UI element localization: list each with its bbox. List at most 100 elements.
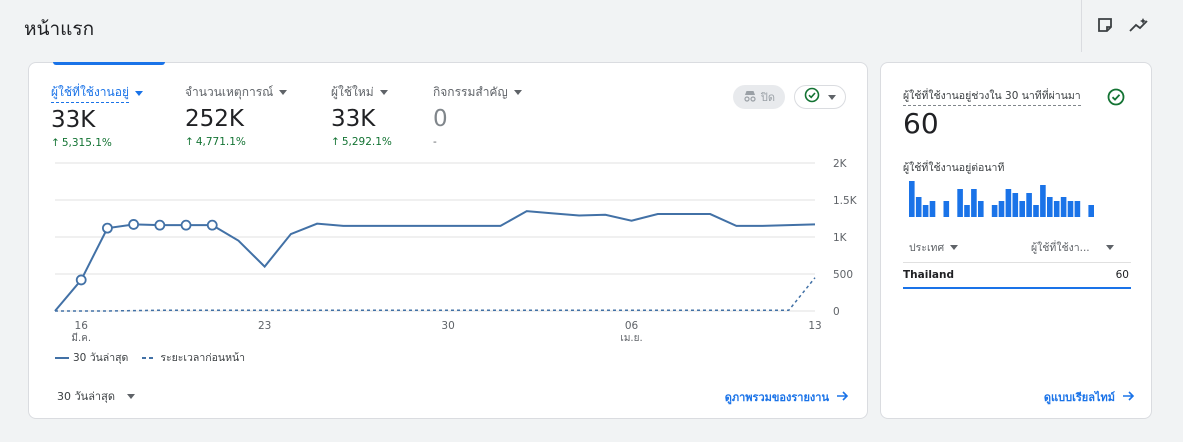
metric-change: 5,292.1% [341, 136, 392, 148]
arrow-right-icon [837, 390, 849, 404]
divider [903, 262, 1131, 263]
legend-item: 30 วันล่าสุด [55, 349, 128, 366]
comparison-off-chip[interactable]: ปิด [733, 85, 785, 109]
top-bar: หน้าแรก [0, 0, 1183, 52]
page-title: หน้าแรก [24, 18, 95, 40]
metric-value: 33K [51, 107, 96, 133]
metric-change: 4,771.1% [195, 136, 246, 148]
check-circle-icon [804, 87, 820, 107]
minute-bar [1060, 197, 1067, 217]
minute-bar [957, 189, 963, 217]
metric-label: ผู้ใช้ที่ใช้งานอยู่ [51, 83, 129, 103]
column-header-country[interactable]: ประเทศ [909, 239, 959, 256]
view-realtime-link[interactable]: ดูแบบเรียลไทม์ [1044, 388, 1135, 406]
metric-label: กิจกรรมสำคัญ [433, 85, 508, 99]
data-point [180, 219, 192, 231]
minute-bar [1033, 205, 1039, 217]
chart-legend: 30 วันล่าสุด ระยะเวลาก่อนหน้า [55, 349, 245, 366]
realtime-subtitle: ผู้ใช้ที่ใช้งานอยู่ต่อนาที [903, 162, 1005, 174]
top-divider [1081, 0, 1082, 52]
data-point [102, 222, 113, 234]
minute-bar [991, 205, 998, 217]
caret-down-icon [828, 94, 836, 100]
legend-item: ระยะเวลาก่อนหน้า [142, 349, 245, 366]
x-tick-label: 16 [75, 320, 89, 332]
data-point [75, 274, 87, 286]
y-tick-label: 1.5K [833, 195, 858, 207]
data-point [206, 219, 218, 231]
minute-bar [1047, 197, 1053, 217]
minute-bar [1012, 193, 1019, 217]
arrow-up-icon: ↑ [331, 136, 340, 148]
minute-bar [929, 201, 936, 217]
y-tick-label: 0 [833, 306, 840, 318]
insights-icon[interactable] [1128, 14, 1150, 36]
caret-down-icon [513, 90, 522, 95]
minute-bar [1026, 193, 1032, 217]
data-point [154, 219, 166, 231]
minute-bar [922, 205, 929, 217]
y-tick-label: 1K [833, 232, 848, 244]
arrow-up-icon: ↑ [185, 136, 194, 148]
arrow-up-icon: ↑ [51, 137, 60, 149]
x-tick-label: 13 [808, 320, 821, 332]
minute-bar [915, 197, 922, 217]
minute-bar [998, 201, 1005, 217]
x-tick-label: 23 [258, 320, 271, 332]
view-reports-snapshot-link[interactable]: ดูภาพรวมของรายงาน [725, 388, 849, 406]
x-tick-month-label: เม.ย. [620, 333, 642, 343]
y-tick-label: 500 [833, 269, 853, 281]
link-label: ดูภาพรวมของรายงาน [724, 391, 829, 404]
minute-bar [1067, 201, 1074, 217]
metric-new-users[interactable]: ผู้ใช้ใหม่ 33K ↑ 5,292.1% [331, 83, 392, 148]
minute-bar [971, 189, 977, 217]
metric-key-events[interactable]: กิจกรรมสำคัญ 0 - [433, 83, 522, 148]
x-tick-label: 30 [441, 320, 454, 332]
legend-label: ระยะเวลาก่อนหน้า [160, 352, 246, 364]
caret-down-icon [279, 90, 288, 95]
date-range-dropdown[interactable]: 30 วันล่าสุด [57, 387, 135, 405]
active-metric-indicator [53, 62, 165, 65]
caret-down-icon [126, 393, 135, 399]
metric-active-users[interactable]: ผู้ใช้ที่ใช้งานอยู่ 33K ↑ 5,315.1% [51, 83, 143, 149]
metric-change: - [433, 136, 437, 148]
arrow-right-icon [1123, 390, 1135, 404]
minute-bar [909, 181, 915, 217]
minute-bar [1088, 205, 1094, 217]
minute-bar [1040, 185, 1046, 217]
y-tick-label: 2K [833, 158, 848, 170]
minute-bar [978, 201, 984, 217]
metric-value: 252K [185, 106, 244, 132]
off-label: ปิด [760, 91, 776, 104]
check-circle-icon[interactable] [1107, 88, 1125, 110]
realtime-value: 60 [903, 107, 939, 140]
per-minute-bar-chart [909, 181, 1094, 217]
caret-down-icon [135, 90, 143, 96]
metric-event-count[interactable]: จำนวนเหตุการณ์ 252K ↑ 4,771.1% [185, 83, 288, 148]
date-range-label: 30 วันล่าสุด [57, 390, 115, 403]
row-proportion-bar [903, 287, 1131, 289]
caret-down-icon [1105, 245, 1114, 250]
metric-label: ผู้ใช้ใหม่ [331, 85, 374, 99]
note-icon[interactable] [1094, 14, 1116, 36]
column-header-users[interactable]: ผู้ใช้ที่ใช้งา... [1031, 239, 1114, 256]
caret-down-icon [379, 90, 388, 95]
x-tick-month-label: มี.ค. [71, 332, 91, 343]
overview-card: ผู้ใช้ที่ใช้งานอยู่ 33K ↑ 5,315.1% จำนวนเ… [28, 62, 868, 419]
legend-label: 30 วันล่าสุด [73, 352, 129, 364]
minute-bar [1005, 189, 1012, 217]
series-line-current [54, 210, 816, 312]
minute-bar [964, 205, 970, 217]
series-line-previous [55, 277, 816, 312]
incognito-icon [743, 90, 757, 105]
metric-label: จำนวนเหตุการณ์ [185, 85, 274, 99]
minute-bar [1074, 201, 1081, 217]
column-label: ประเทศ [909, 242, 945, 254]
realtime-card: ผู้ใช้ที่ใช้งานอยู่ช่วงใน 30 นาทีที่ผ่าน… [880, 62, 1152, 419]
link-label: ดูแบบเรียลไทม์ [1043, 391, 1115, 404]
data-quality-dropdown[interactable] [794, 85, 846, 109]
x-tick-label: 06 [625, 320, 639, 332]
metric-value: 33K [331, 106, 376, 132]
realtime-title: ผู้ใช้ที่ใช้งานอยู่ช่วงใน 30 นาทีที่ผ่าน… [903, 87, 1081, 106]
